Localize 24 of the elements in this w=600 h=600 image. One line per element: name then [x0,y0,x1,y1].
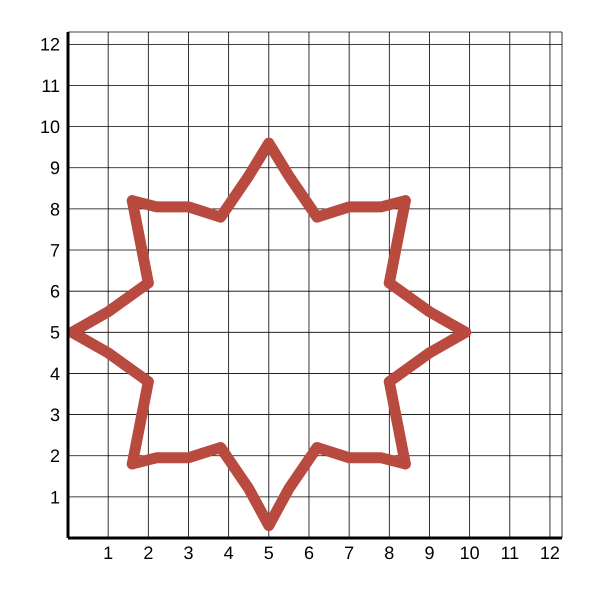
x-tick-label: 2 [143,542,154,563]
y-tick-label: 2 [50,446,60,466]
x-tick-label: 12 [540,542,560,563]
y-tick-label: 6 [50,282,60,302]
x-tick-label: 3 [183,542,194,563]
x-tick-label: 6 [304,542,314,563]
x-tick-label: 9 [424,542,434,563]
y-tick-label: 12 [40,34,60,55]
y-tick-label: 4 [50,364,60,384]
y-tick-label: 8 [50,199,60,220]
y-tick-label: 10 [40,117,60,138]
x-tick-label: 5 [264,542,274,563]
y-tick-label: 9 [50,158,60,178]
x-tick-label: 4 [224,542,234,563]
x-tick-label: 7 [344,542,354,563]
y-tick-label: 5 [50,322,60,343]
y-tick-label: 3 [50,404,60,425]
x-tick-label: 1 [103,542,114,563]
x-tick-label: 10 [460,542,480,563]
y-tick-label: 7 [50,240,60,260]
x-tick-label: 8 [384,542,394,563]
y-tick-label: 11 [41,76,60,96]
x-tick-label: 11 [500,542,520,563]
y-tick-label: 1 [50,487,60,508]
